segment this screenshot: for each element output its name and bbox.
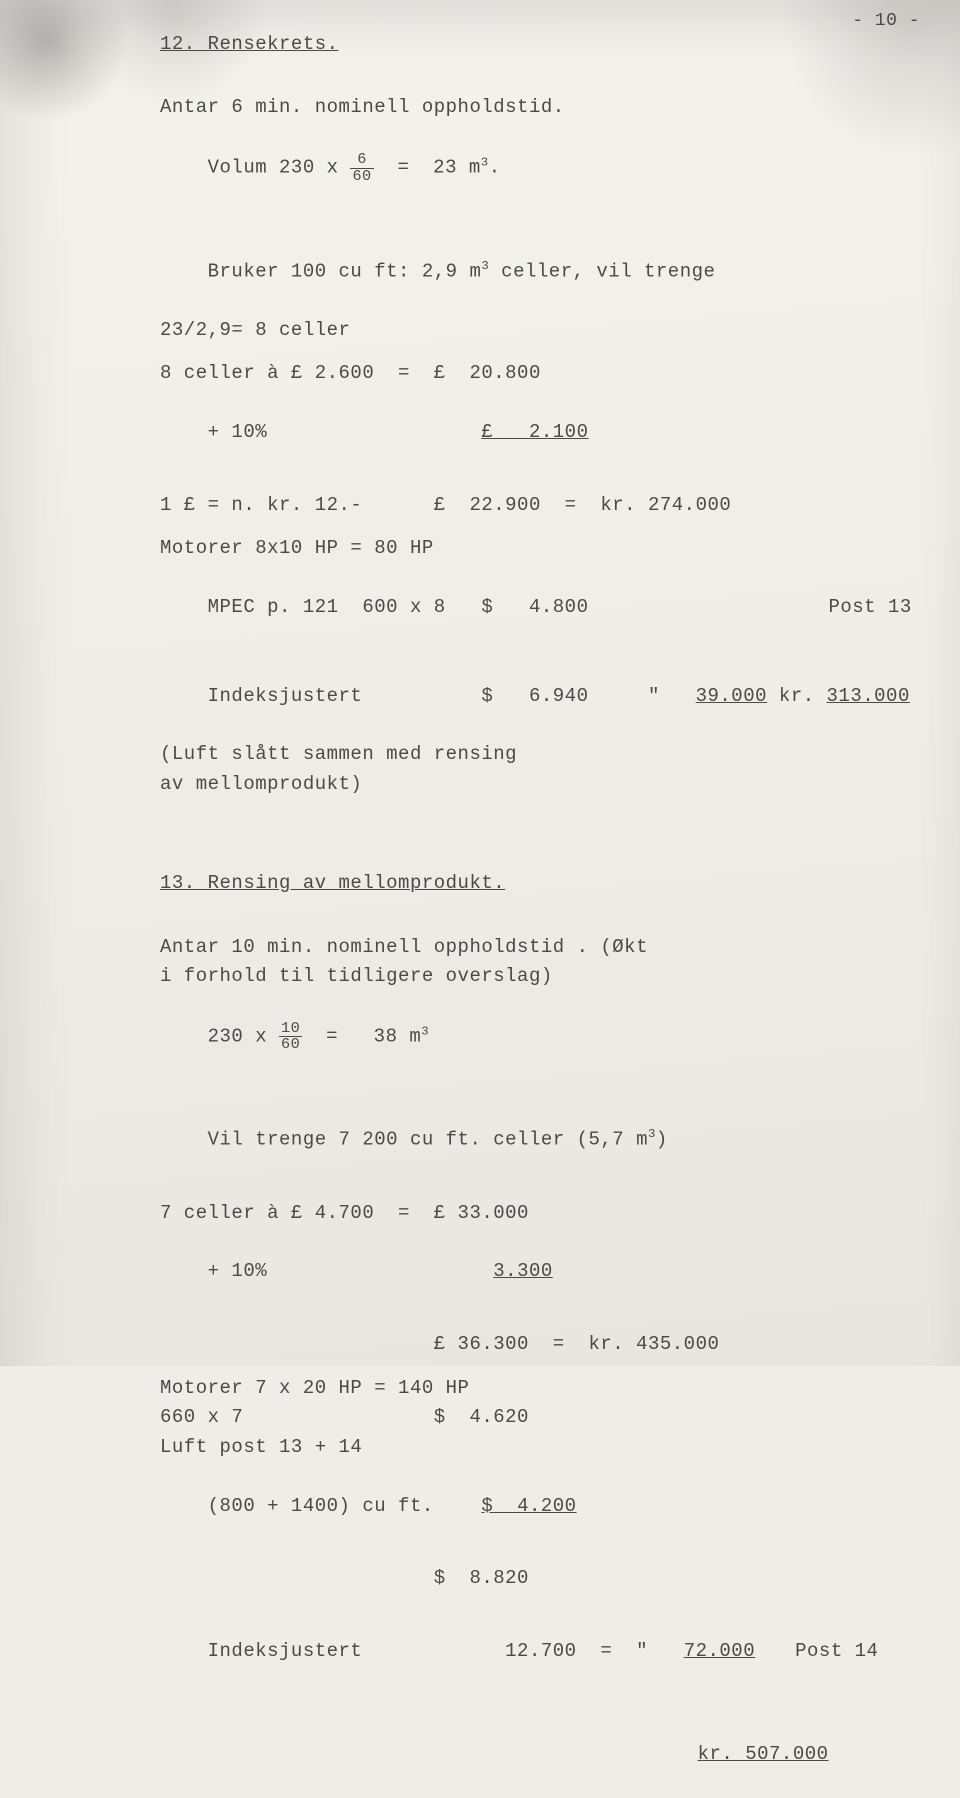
text-line: 230 x 1060 = 38 m3 <box>160 992 920 1082</box>
section-12-heading: 12. Rensekrets. <box>160 33 339 55</box>
text-line: 7 celler à £ 4.700 = £ 33.000 <box>160 1199 920 1228</box>
text-line: Motorer 7 x 20 HP = 140 HP <box>160 1374 920 1403</box>
text-line: Indeksjustert 12.700 = " 72.000Post 14 <box>160 1608 920 1696</box>
text-line: 23/2,9= 8 celler <box>160 316 920 345</box>
text-line: Bruker 100 cu ft: 2,9 m3 celler, vil tre… <box>160 227 920 316</box>
section-13-heading: 13. Rensing av mellomprodukt. <box>160 872 505 894</box>
text-line: + 10% 3.300 <box>160 1228 920 1316</box>
text-line: $ 8.820 <box>160 1564 920 1593</box>
text-line: Volum 230 x 660 = 23 m3. <box>160 123 920 213</box>
text-line: Antar 10 min. nominell oppholdstid . (Øk… <box>160 933 920 962</box>
total-line: kr. 507.000 <box>160 1710 920 1798</box>
text-line: Indeksjustert $ 6.940 " 39.000 kr. 313.0… <box>160 652 920 740</box>
post-label: Post 13 <box>828 596 911 618</box>
text-line: 660 x 7 $ 4.620 <box>160 1403 920 1432</box>
text-line: i forhold til tidligere overslag) <box>160 962 920 991</box>
text-line: (800 + 1400) cu ft. $ 4.200 <box>160 1462 920 1550</box>
document-body: 12. Rensekrets. Antar 6 min. nominell op… <box>160 30 920 1798</box>
text-line: (Luft slått sammen med rensing <box>160 740 920 769</box>
text-line: £ 36.300 = kr. 435.000 <box>160 1330 920 1359</box>
text-line: Vil trenge 7 200 cu ft. celler (5,7 m3) <box>160 1096 920 1185</box>
text-line: av mellomprodukt) <box>160 770 920 799</box>
text-line: Luft post 13 + 14 <box>160 1433 920 1462</box>
text-line: Antar 6 min. nominell oppholdstid. <box>160 93 920 122</box>
text-line: 1 £ = n. kr. 12.- £ 22.900 = kr. 274.000 <box>160 491 920 520</box>
text-line: MPEC p. 121 600 x 8 $ 4.800Post 13 <box>160 564 920 652</box>
text-line: Motorer 8x10 HP = 80 HP <box>160 534 920 563</box>
text-line: + 10% £ 2.100 <box>160 389 920 477</box>
post-label: Post 14 <box>795 1640 878 1662</box>
text-line: 8 celler à £ 2.600 = £ 20.800 <box>160 359 920 388</box>
